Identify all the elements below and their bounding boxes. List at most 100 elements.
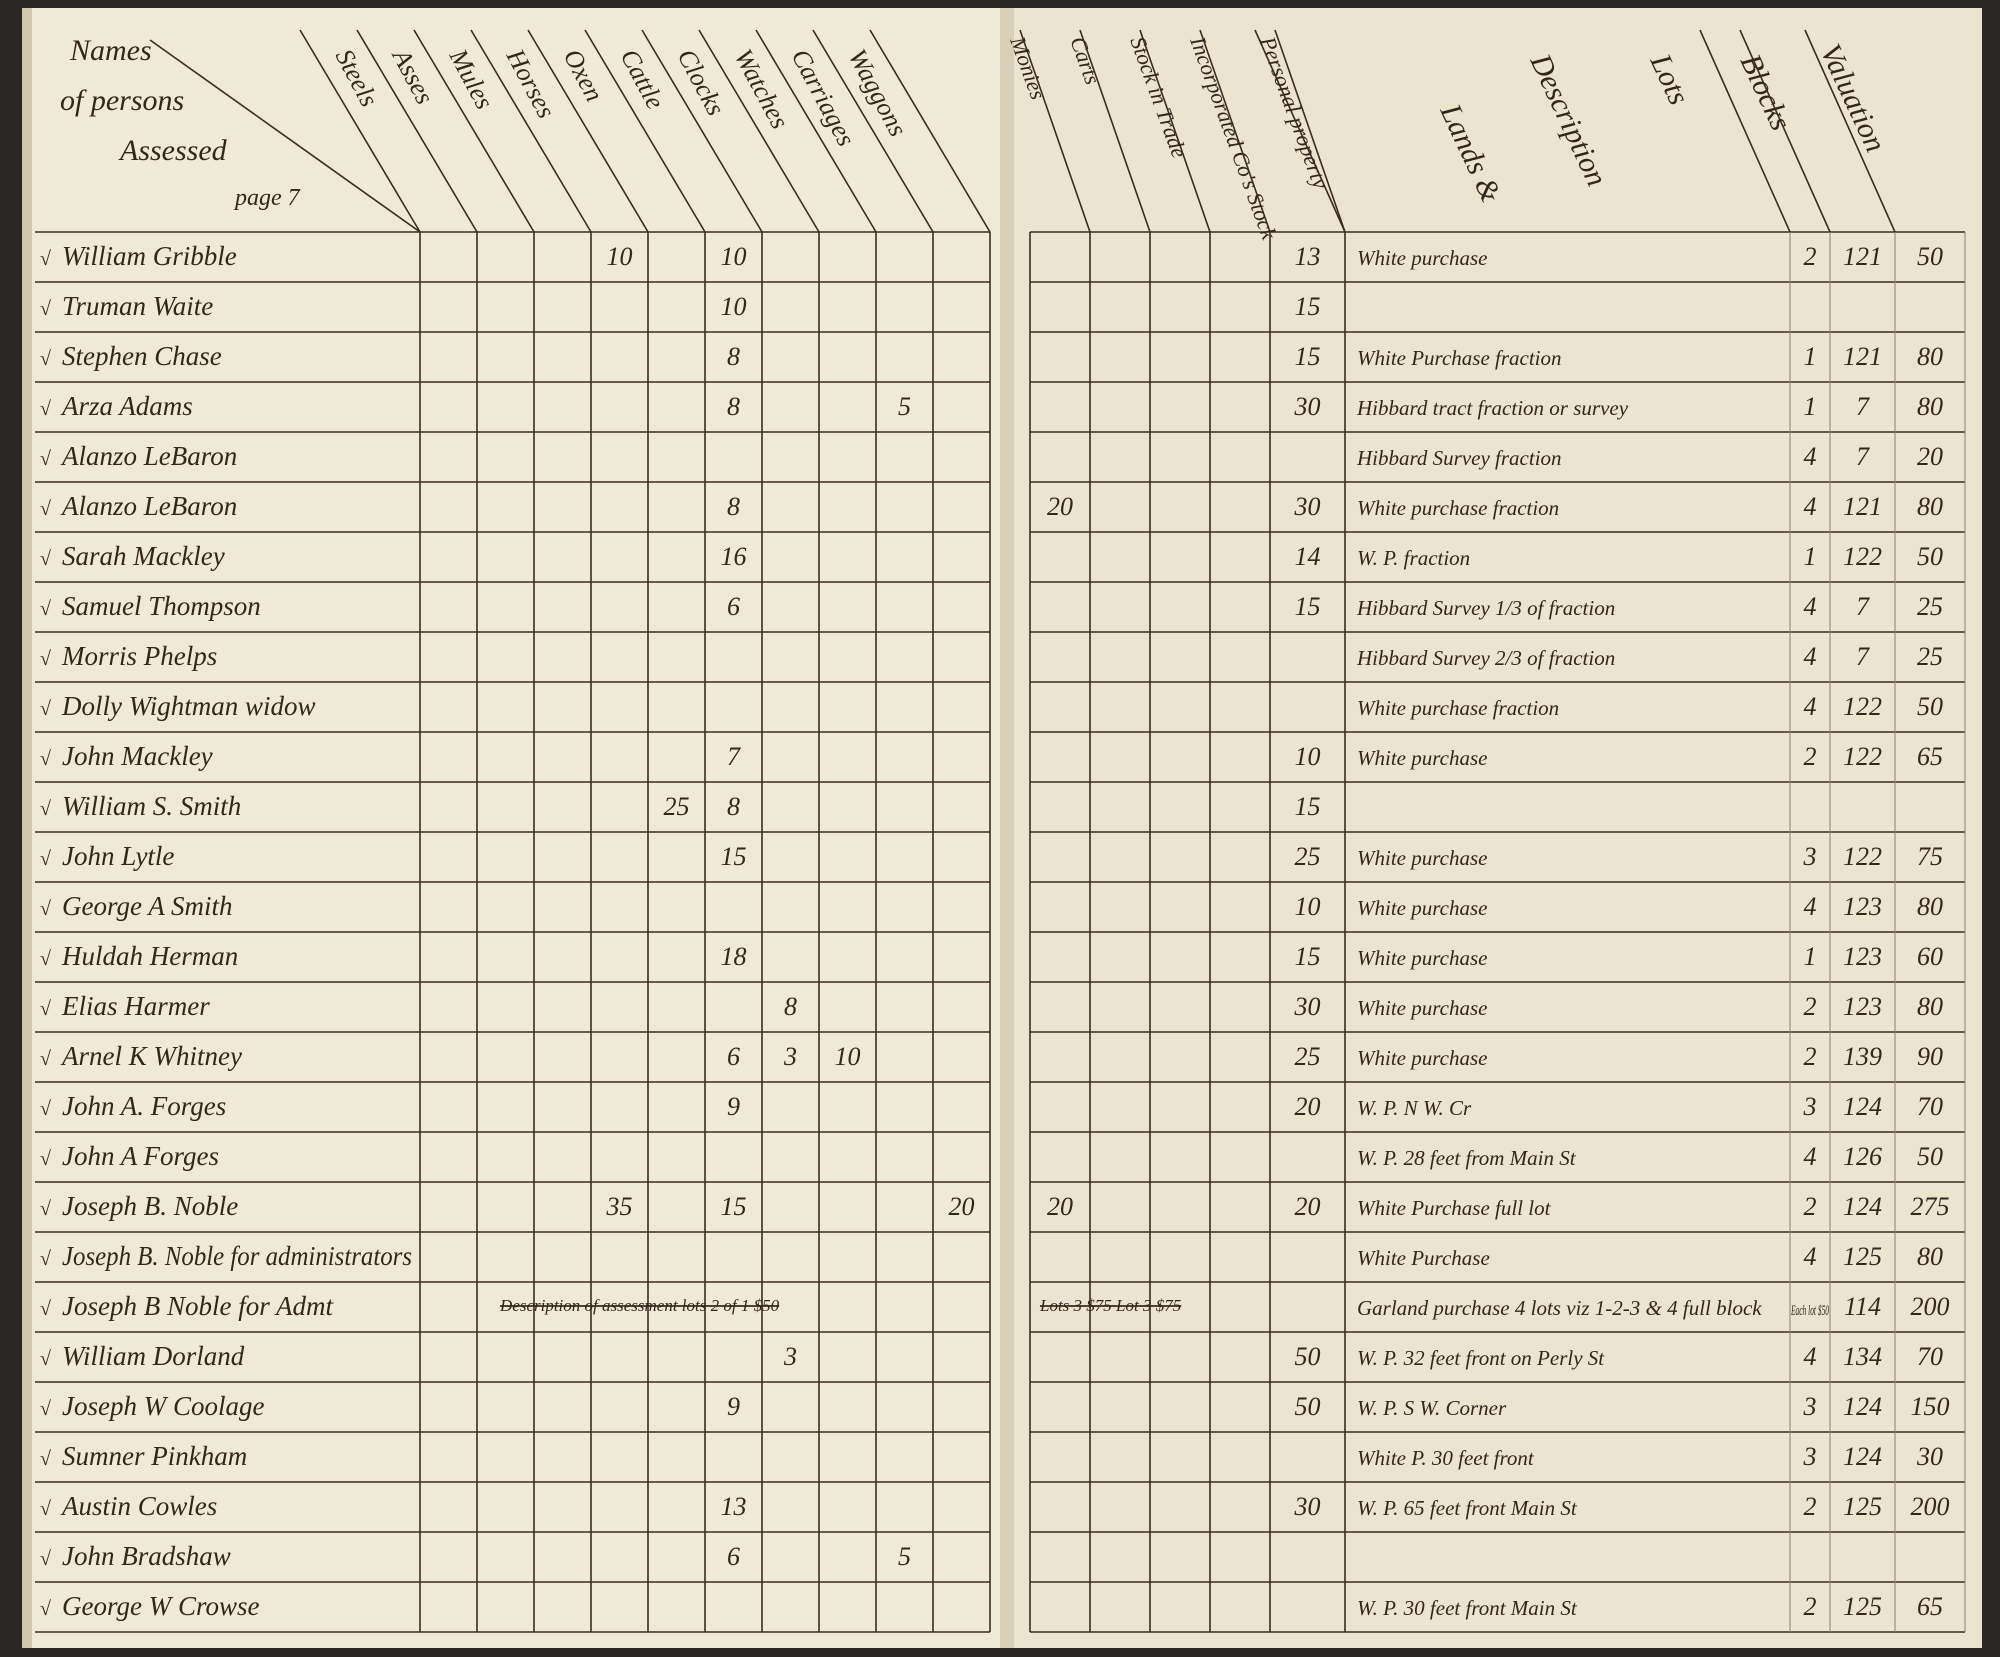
lot: 4	[1804, 592, 1817, 621]
left-value: 8	[727, 492, 740, 521]
check-mark: √	[40, 348, 51, 370]
header-rule	[641, 29, 763, 233]
block: 7	[1856, 592, 1870, 621]
right-value: 15	[1295, 342, 1321, 371]
lot: 2	[1804, 992, 1817, 1021]
valuation: 50	[1917, 242, 1943, 271]
person-name: William S. Smith	[62, 791, 241, 821]
land-description: Garland purchase 4 lots viz 1-2-3 & 4 fu…	[1357, 1296, 1762, 1320]
lot: 2	[1804, 1492, 1817, 1521]
person-name: Arnel K Whitney	[60, 1041, 242, 1071]
check-mark: √	[40, 748, 51, 770]
check-mark: √	[40, 898, 51, 920]
header-rule	[812, 29, 934, 233]
check-mark: √	[40, 1048, 51, 1070]
valuation: 90	[1917, 1042, 1943, 1071]
left-value: 10	[721, 242, 747, 271]
header-rule	[527, 29, 649, 233]
names-header: page 7	[233, 185, 301, 211]
check-mark: √	[40, 598, 51, 620]
lot: 2	[1804, 1592, 1817, 1621]
left-value: 3	[783, 1042, 797, 1071]
block: 121	[1843, 492, 1882, 521]
header-rule	[1019, 29, 1091, 233]
lot: 4	[1804, 1142, 1817, 1171]
block: 122	[1843, 692, 1882, 721]
person-name: Samuel Thompson	[62, 591, 261, 621]
valuation: 80	[1917, 992, 1943, 1021]
land-description: W. P. N W. Cr	[1357, 1096, 1472, 1120]
lot: Each lot $50	[1791, 1303, 1830, 1319]
block: 124	[1843, 1092, 1882, 1121]
block: 125	[1843, 1492, 1882, 1521]
land-description: Hibbard Survey 2/3 of fraction	[1356, 646, 1615, 670]
valuation: 80	[1917, 342, 1943, 371]
land-description: White purchase	[1357, 946, 1487, 970]
person-name: Stephen Chase	[62, 341, 222, 371]
block: 7	[1856, 392, 1870, 421]
block: 7	[1856, 642, 1870, 671]
land-description: W. P. 32 feet front on Perly St	[1357, 1346, 1605, 1370]
binding	[1000, 8, 1014, 1648]
check-mark: √	[40, 648, 51, 670]
lot: 2	[1804, 1192, 1817, 1221]
check-mark: √	[40, 1348, 51, 1370]
person-name: Truman Waite	[62, 291, 213, 321]
right-value: 13	[1295, 242, 1321, 271]
lot: 4	[1804, 1342, 1817, 1371]
person-name: Joseph B Noble for Admt	[62, 1291, 334, 1321]
check-mark: √	[40, 548, 51, 570]
left-value: 18	[721, 942, 747, 971]
check-mark: √	[40, 698, 51, 720]
right-value: 25	[1295, 1042, 1321, 1071]
check-mark: √	[40, 998, 51, 1020]
right-value: 30	[1294, 1492, 1321, 1521]
valuation: 200	[1911, 1492, 1950, 1521]
header-rule	[1739, 29, 1831, 233]
right-value: 20	[1047, 1192, 1073, 1221]
header-rule	[1079, 29, 1151, 233]
lot: 4	[1804, 642, 1817, 671]
left-value: 15	[721, 1192, 747, 1221]
left-value: 10	[835, 1042, 861, 1071]
person-name: Huldah Herman	[61, 941, 238, 971]
land-description: W. P. fraction	[1357, 546, 1470, 570]
header-rule	[356, 29, 478, 233]
left-value: 6	[727, 1542, 740, 1571]
block: 124	[1843, 1392, 1882, 1421]
block: 125	[1843, 1242, 1882, 1271]
lot: 2	[1804, 1042, 1817, 1071]
right-value: 25	[1295, 842, 1321, 871]
land-description: Hibbard Survey 1/3 of fraction	[1356, 596, 1615, 620]
header-rule	[470, 29, 592, 233]
person-name: Joseph W Coolage	[62, 1391, 264, 1421]
valuation: 80	[1917, 392, 1943, 421]
block: 123	[1843, 942, 1882, 971]
block: 124	[1843, 1192, 1882, 1221]
names-header: of persons	[60, 84, 184, 117]
check-mark: √	[40, 448, 51, 470]
person-name: George A Smith	[62, 891, 233, 921]
block: 122	[1843, 842, 1882, 871]
left-value: 16	[721, 542, 747, 571]
lot: 1	[1804, 542, 1817, 571]
lot: 3	[1803, 1392, 1817, 1421]
valuation: 80	[1917, 1242, 1943, 1271]
check-mark: √	[40, 1598, 51, 1620]
check-mark: √	[40, 1398, 51, 1420]
right-value: 10	[1295, 742, 1321, 771]
lot: 4	[1804, 1242, 1817, 1271]
left-value: 8	[727, 792, 740, 821]
left-value: 6	[727, 1042, 740, 1071]
land-description: White purchase	[1357, 846, 1487, 870]
block: 7	[1856, 442, 1870, 471]
check-mark: √	[40, 848, 51, 870]
check-mark: √	[40, 248, 51, 270]
left-value: 35	[606, 1192, 633, 1221]
lot: 4	[1804, 442, 1817, 471]
land-description: White Purchase fraction	[1357, 346, 1562, 370]
lot: 3	[1803, 1092, 1817, 1121]
land-description: White purchase	[1357, 746, 1487, 770]
left-value: 10	[607, 242, 633, 271]
